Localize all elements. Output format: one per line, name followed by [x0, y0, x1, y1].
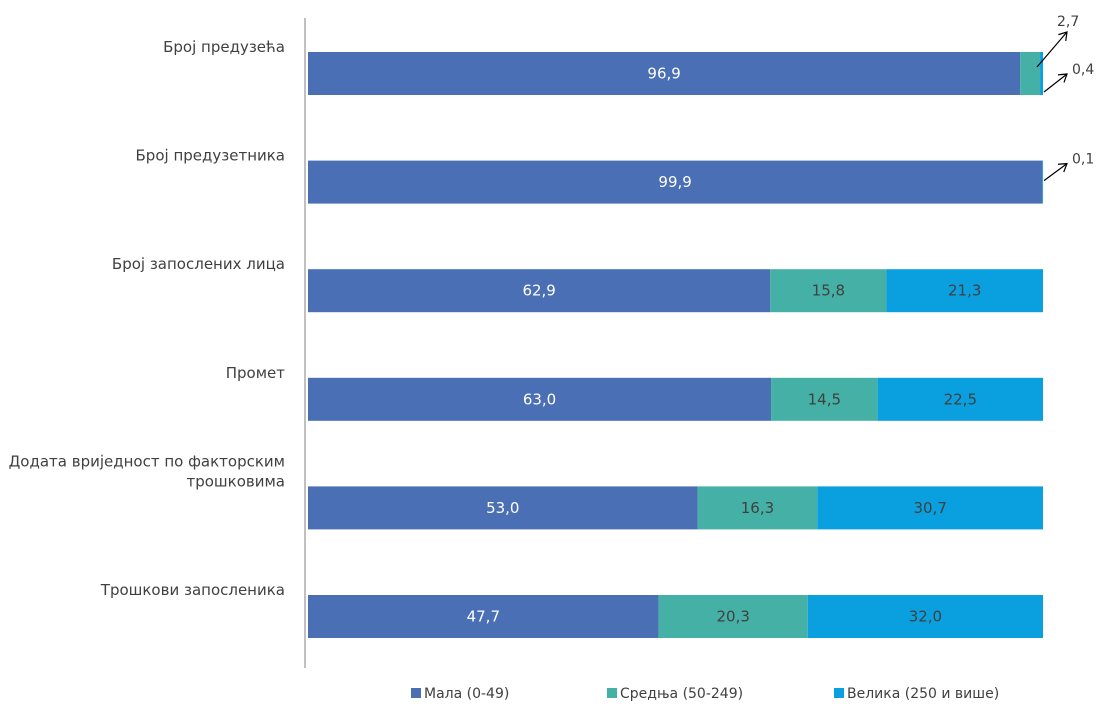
- data-label: 62,9: [522, 282, 555, 300]
- legend-swatch: [834, 688, 844, 698]
- bar-segment: [807, 595, 1043, 638]
- bar-segment: [1042, 160, 1043, 204]
- data-label: 96,9: [647, 65, 680, 83]
- data-label: 53,0: [486, 499, 519, 517]
- callout-line: [1043, 73, 1068, 93]
- bar-segment: [697, 486, 818, 530]
- callout-line: [1036, 31, 1068, 68]
- data-label: 15,8: [812, 282, 845, 300]
- bar-segment: [308, 377, 772, 421]
- bar-segment: [1040, 52, 1043, 95]
- legend-label: Велика (250 и више): [847, 686, 999, 702]
- data-label: 99,9: [658, 173, 691, 191]
- callouts: 2,7 0,4 0,1: [1036, 14, 1094, 182]
- callout-label: 0,1: [1072, 152, 1094, 168]
- data-label: 63,0: [523, 390, 556, 408]
- callout-label: 0,4: [1072, 62, 1094, 78]
- callout-arrowhead: [1057, 73, 1068, 83]
- callout-line: [1043, 163, 1068, 182]
- category-label: Број запослених лица: [112, 255, 285, 273]
- callout-arrowhead: [1058, 31, 1068, 41]
- bar-segment: [308, 160, 1043, 204]
- bar-segment: [877, 377, 1044, 421]
- callout-label: 2,7: [1057, 14, 1079, 30]
- callout-arrowhead: [1057, 162, 1068, 173]
- bar-segment: [771, 377, 878, 421]
- bar-segment: [886, 269, 1044, 313]
- bar-segment: [770, 269, 887, 313]
- data-label: 14,5: [808, 390, 841, 408]
- data-label: 21,3: [948, 282, 981, 300]
- bar-segment: [658, 595, 808, 638]
- data-label: 47,7: [467, 608, 500, 626]
- category-labels: Број предузећа Број предузетника Број запо…: [9, 38, 286, 599]
- data-label: 16,3: [741, 499, 774, 517]
- data-label: 22,5: [944, 390, 977, 408]
- legend-label: Средња (50-249): [620, 686, 743, 702]
- legend-swatch: [411, 688, 421, 698]
- data-label: 20,3: [716, 608, 749, 626]
- legend: Мала (0-49) Средња (50-249) Велика (250 и …: [411, 686, 999, 702]
- category-label: Додата вриједност по факторским трошковим…: [9, 452, 285, 490]
- bar-segment: [308, 269, 771, 313]
- bar-segment: [308, 595, 659, 638]
- bar-segment: [308, 52, 1021, 95]
- data-label: 30,7: [913, 499, 946, 517]
- category-label: Број предузетника: [136, 147, 285, 165]
- category-label: Промет: [226, 364, 286, 382]
- category-label: Трошкови запосленика: [100, 581, 285, 599]
- legend-label: Мала (0-49): [424, 686, 509, 702]
- category-label: Број предузећа: [163, 38, 285, 56]
- bar-segment: [1020, 52, 1041, 95]
- legend-swatch: [607, 688, 617, 698]
- bar-segment: [308, 486, 698, 530]
- data-label: 32,0: [909, 608, 942, 626]
- bars: 96,9 99,9 62,9 15,8 21,3 63,0 14,5 22,5 53,0 16,3…: [308, 52, 1044, 638]
- bar-segment: [817, 486, 1044, 530]
